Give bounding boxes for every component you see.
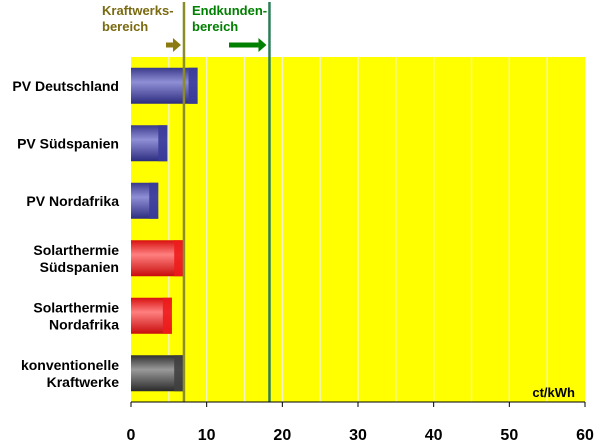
bar-group [131,240,184,277]
arrow-head-icon [172,38,181,52]
category-label: PV Südspanien [17,135,119,151]
x-tick-label: 60 [576,427,594,444]
bar-end-cap [174,355,184,392]
category-label: konventionelle Kraftwerke [21,357,119,390]
bar-group [131,67,198,104]
bar [131,67,198,104]
bar-end-cap [162,297,172,334]
bar-group [131,182,159,219]
reference-label: Kraftwerks-bereich [102,3,174,34]
x-tick-label: 20 [273,427,291,444]
unit-label: ct/kWh [532,385,575,400]
category-label: Solarthermie Nordafrika [33,299,119,332]
bar-end-cap [158,125,168,162]
x-tick-label: 50 [500,427,518,444]
reference-label: Endkunden-bereich [192,3,267,34]
bar-group [131,355,184,392]
bar-group [131,125,168,162]
reference-lines: Kraftwerks-bereich Endkunden-bereich [102,2,271,402]
arrow-head-icon [258,38,267,52]
category-label: Solarthermie Südspanien [33,242,119,275]
category-label: PV Deutschland [12,78,119,94]
category-label: PV Nordafrika [26,193,119,209]
bar-group [131,297,172,334]
bars [131,67,198,392]
x-tick-label: 30 [349,427,367,444]
x-tick-label: 40 [425,427,443,444]
bar-end-cap [149,182,159,219]
bar-end-cap [188,67,198,104]
x-axis-ticks: 0 10 20 30 40 50 60 [127,402,594,444]
category-labels: PV Deutschland PV Südspanien PV Nordafrika… [12,78,119,390]
gridlines [168,57,548,402]
bar-end-cap [174,240,184,277]
x-tick-label: 0 [127,427,136,444]
x-tick-label: 10 [198,427,216,444]
